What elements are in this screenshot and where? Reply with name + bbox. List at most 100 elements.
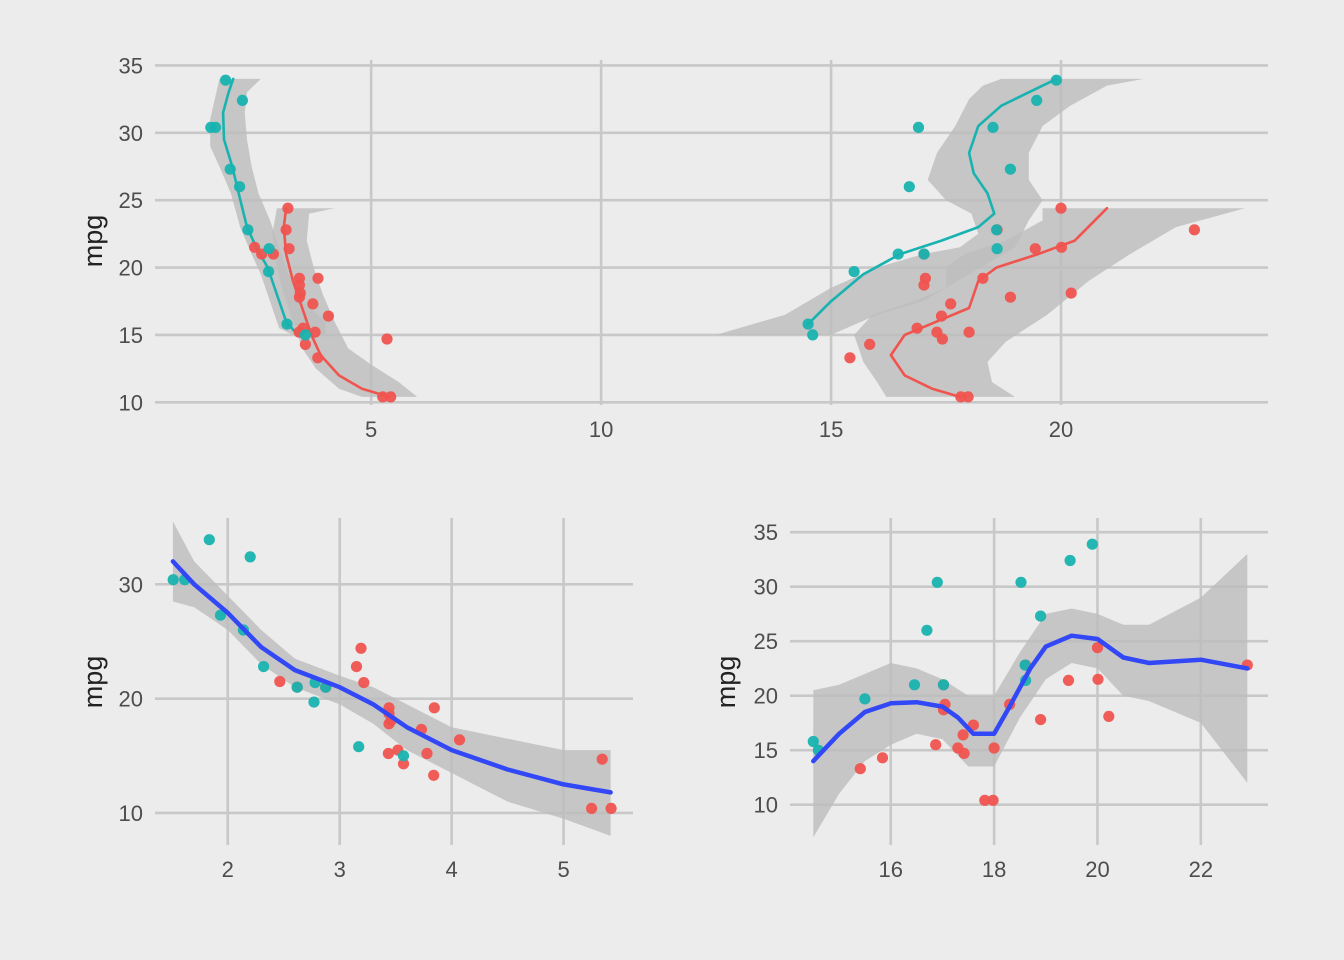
data-point-red <box>293 291 305 303</box>
data-point-red <box>312 272 324 284</box>
y-tick-label: 10 <box>119 801 143 826</box>
data-point-red <box>397 758 410 770</box>
data-point-teal <box>1019 659 1031 671</box>
data-point-red <box>844 352 856 364</box>
data-point-red <box>280 224 292 236</box>
data-point-red <box>1035 714 1047 726</box>
data-point-red <box>421 747 433 760</box>
data-point-teal <box>242 224 254 236</box>
data-point-teal <box>1086 538 1098 550</box>
bottom-left-panel-x-ticks: 2 3 4 5 <box>222 857 570 882</box>
data-point-red <box>282 202 294 214</box>
data-point-teal <box>991 243 1003 255</box>
data-point-red <box>381 333 393 345</box>
bottom-right-panel-y-ticks: 10 15 20 25 30 35 <box>754 520 778 818</box>
data-point-teal <box>220 74 232 86</box>
data-point-red <box>919 272 932 284</box>
data-point-teal <box>214 609 227 621</box>
data-point-teal <box>397 750 410 762</box>
data-point-red <box>428 702 440 714</box>
x-tick-label: 5 <box>557 857 569 882</box>
confidence-band-teal <box>716 78 1144 335</box>
data-point-red <box>952 742 964 754</box>
data-point-red <box>876 752 889 764</box>
data-point-red <box>988 742 1000 754</box>
x-tick-label: 4 <box>446 857 458 882</box>
y-tick-label: 15 <box>754 738 778 763</box>
data-point-teal <box>167 574 179 586</box>
data-point-teal <box>234 181 246 193</box>
smooth-line-red <box>889 206 1109 399</box>
smooth-line-red <box>282 206 391 399</box>
data-point-teal <box>1050 74 1062 86</box>
data-point-red <box>963 326 975 338</box>
x-tick-label: 2 <box>222 857 234 882</box>
data-point-teal <box>236 94 248 106</box>
data-point-teal <box>263 266 275 278</box>
x-tick-label: 15 <box>819 417 843 442</box>
data-point-teal <box>281 318 293 330</box>
bottom-right-panel-confidence-band <box>813 554 1248 838</box>
data-point-red <box>350 661 363 673</box>
data-point-red <box>428 769 440 781</box>
data-point-red <box>1029 243 1041 255</box>
bottom-right-panel-points <box>807 538 1253 806</box>
data-point-red <box>1004 291 1017 303</box>
data-point-red <box>1055 202 1067 214</box>
data-point-red <box>358 677 370 689</box>
smooth-line-teal <box>806 77 1058 326</box>
bottom-right-panel: 10 15 20 25 30 35 16 18 20 22 mpg <box>711 518 1268 882</box>
y-tick-label: 10 <box>754 793 778 818</box>
data-point-teal <box>903 181 915 193</box>
x-tick-label: 10 <box>589 417 613 442</box>
data-point-teal <box>912 121 925 133</box>
bottom-left-panel-y-ticks: 10 20 30 <box>119 572 143 826</box>
confidence-band-red <box>854 208 1245 397</box>
data-point-red <box>955 391 967 403</box>
smooth-line-blue <box>170 559 613 795</box>
data-point-red <box>293 272 305 284</box>
x-tick-label: 20 <box>1049 417 1073 442</box>
data-point-teal <box>1035 610 1047 622</box>
top-panel-x-ticks: 5 10 15 20 <box>365 417 1073 442</box>
data-point-red <box>355 642 367 654</box>
data-point-red <box>307 298 319 310</box>
data-point-red <box>945 298 957 310</box>
data-point-red <box>977 272 989 284</box>
data-point-teal <box>258 661 270 673</box>
data-point-teal <box>987 121 999 133</box>
data-point-red <box>1092 673 1104 685</box>
data-point-teal <box>244 551 256 563</box>
data-point-teal <box>918 248 930 260</box>
bottom-left-panel-y-axis-label: mpg <box>78 656 108 709</box>
y-tick-label: 35 <box>754 520 778 545</box>
data-point-red <box>312 352 324 364</box>
data-point-red <box>586 802 598 815</box>
y-tick-label: 15 <box>119 323 143 348</box>
data-point-red <box>1055 241 1068 253</box>
bottom-left-panel: 10 20 30 2 3 4 5 mpg <box>78 518 633 882</box>
data-point-red <box>1103 710 1115 723</box>
data-point-teal <box>1004 163 1017 175</box>
data-point-teal <box>224 163 236 175</box>
bottom-right-panel-y-axis-label: mpg <box>711 656 741 709</box>
y-tick-label: 20 <box>119 256 143 281</box>
data-point-red <box>299 338 311 350</box>
bottom-left-panel-smooth-line <box>170 559 613 795</box>
x-tick-label: 16 <box>879 857 903 882</box>
data-point-red <box>1062 674 1075 687</box>
data-point-teal <box>1064 554 1076 567</box>
data-point-red <box>1091 642 1104 654</box>
y-tick-label: 20 <box>119 687 143 712</box>
data-point-red <box>605 802 617 815</box>
data-point-teal <box>931 576 943 588</box>
data-point-teal <box>1015 576 1027 588</box>
data-point-teal <box>892 248 904 260</box>
data-point-red <box>854 763 866 775</box>
data-point-red <box>957 729 969 741</box>
data-point-teal <box>205 121 217 133</box>
data-point-teal <box>203 534 215 546</box>
x-tick-label: 3 <box>334 857 346 882</box>
